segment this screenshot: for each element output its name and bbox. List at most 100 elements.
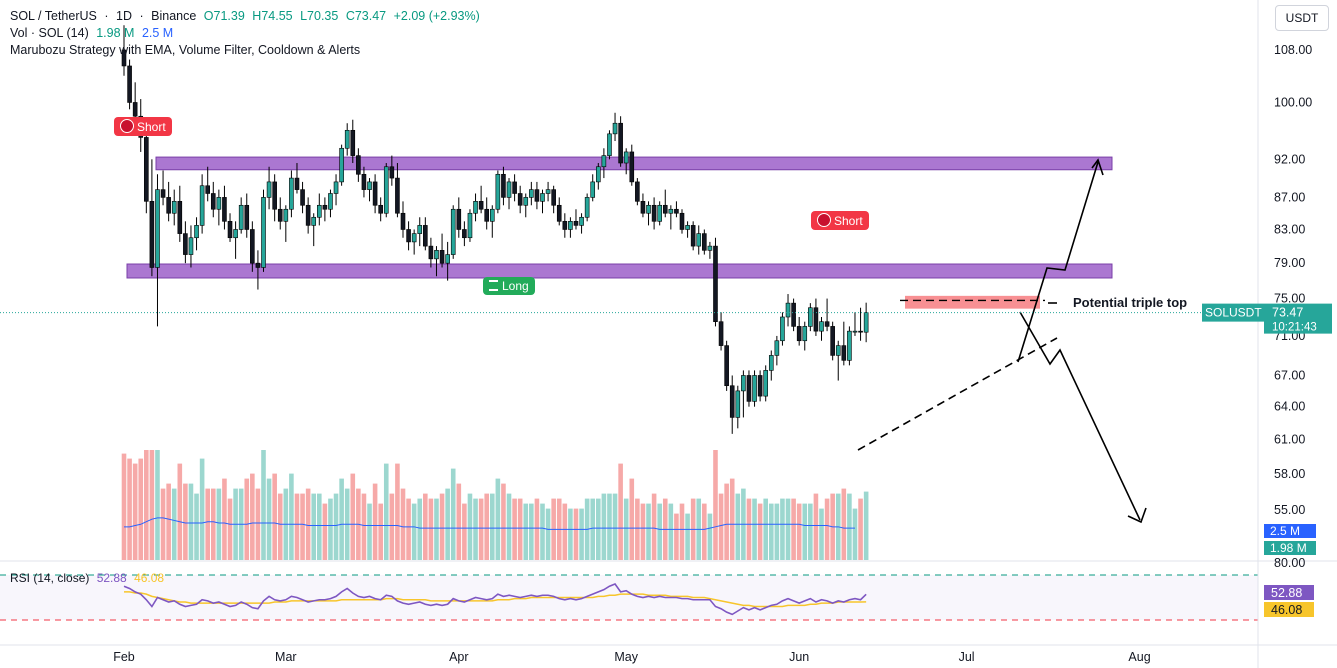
candle-body	[618, 122, 623, 164]
candle	[690, 221, 696, 251]
candle	[545, 181, 551, 202]
candle-body	[305, 204, 311, 226]
candle-body	[774, 340, 780, 356]
volume-bar	[428, 498, 434, 560]
volume-bar	[780, 498, 785, 560]
candle-body	[501, 173, 506, 198]
triple-top-annotation: Potential triple top	[1073, 295, 1188, 310]
volume-bar	[847, 493, 852, 560]
candle-body	[400, 212, 406, 230]
candle-body	[423, 225, 428, 247]
candle	[210, 181, 216, 218]
candle-body	[791, 302, 796, 327]
candle-body	[462, 229, 467, 239]
price-tick-label: 64.00	[1274, 400, 1305, 414]
candle	[289, 170, 294, 218]
volume-bar	[545, 508, 551, 560]
candle	[372, 174, 378, 214]
time-tick-label: May	[614, 650, 638, 664]
candle	[428, 237, 434, 268]
pair-label[interactable]: SOL / TetherUS	[10, 9, 97, 23]
candle-body	[339, 147, 344, 183]
volume-bar	[517, 498, 523, 560]
candle	[702, 229, 707, 255]
candle	[171, 189, 177, 226]
candle	[177, 185, 183, 242]
candle	[417, 217, 423, 247]
volume-bar	[685, 513, 690, 560]
separator: ·	[104, 9, 109, 23]
volume-bar	[601, 493, 607, 560]
candle	[651, 197, 657, 230]
price-tick-label: 55.00	[1274, 503, 1305, 517]
currency-button[interactable]: USDT	[1275, 5, 1329, 31]
candle	[668, 205, 674, 230]
short-signal-tag: Short	[811, 211, 869, 230]
volume-bar	[199, 458, 205, 560]
candle-body	[411, 233, 417, 243]
interval-label[interactable]: 1D	[116, 9, 132, 23]
volume-bar	[802, 503, 808, 560]
candle-body	[383, 166, 389, 214]
candle-body	[484, 208, 490, 222]
candle-body	[635, 181, 640, 202]
volume-value-2: 2.5 M	[141, 26, 174, 40]
candle-body	[741, 375, 746, 392]
rsi-pane: 80.00 52.88 46.08	[0, 556, 1337, 645]
volume-bar	[389, 493, 395, 560]
candle-body	[763, 370, 769, 397]
candle	[562, 213, 568, 238]
candle-body	[534, 189, 540, 202]
strategy-label[interactable]: Marubozu Strategy with EMA, Volume Filte…	[10, 43, 361, 57]
volume-bar	[718, 493, 724, 560]
candle-body	[467, 212, 473, 239]
volume-bar	[138, 458, 144, 560]
candle-body	[144, 137, 149, 202]
candle	[662, 189, 668, 218]
volume-bar	[523, 503, 529, 560]
candle-body	[155, 189, 160, 268]
candle-body	[294, 177, 300, 190]
candle	[266, 166, 272, 210]
volume-bar	[317, 493, 322, 560]
volume-label[interactable]: Vol · SOL (14)	[10, 26, 89, 40]
volume-bar	[417, 498, 423, 560]
candle	[679, 209, 685, 234]
candle-body	[395, 177, 400, 214]
candle-body	[679, 212, 685, 230]
candle-body	[640, 201, 646, 214]
volume-bar	[640, 503, 646, 560]
candle	[339, 144, 344, 186]
bear-path	[1019, 311, 1141, 521]
candle-body	[389, 166, 395, 179]
candle	[757, 370, 763, 402]
candle-body	[746, 375, 752, 402]
candle-body	[417, 225, 423, 234]
candle	[400, 201, 406, 238]
volume-bar	[579, 508, 584, 560]
volume-bar	[467, 493, 473, 560]
candle-body	[188, 237, 194, 255]
candle	[155, 174, 160, 327]
candle-body	[707, 245, 713, 251]
volume-bar	[411, 503, 417, 560]
volume-marker-bg	[1264, 524, 1316, 538]
candle	[411, 229, 417, 255]
candle	[506, 178, 512, 210]
price-tick-label: 67.00	[1274, 368, 1305, 382]
candle	[333, 174, 339, 206]
rsi-label[interactable]: RSI (14, close)	[10, 571, 90, 585]
volume-bar	[305, 488, 311, 560]
volume-bar	[713, 450, 718, 560]
candle-body	[350, 129, 356, 156]
rsi-ma-marker-label: 46.08	[1271, 603, 1302, 617]
candle-body	[478, 201, 484, 210]
volume-bar	[121, 453, 127, 560]
rsi-marker-label: 52.88	[1271, 586, 1302, 600]
candle	[311, 213, 317, 247]
volume-bar	[612, 493, 618, 560]
candle	[763, 365, 769, 402]
volume-bar	[674, 513, 679, 560]
